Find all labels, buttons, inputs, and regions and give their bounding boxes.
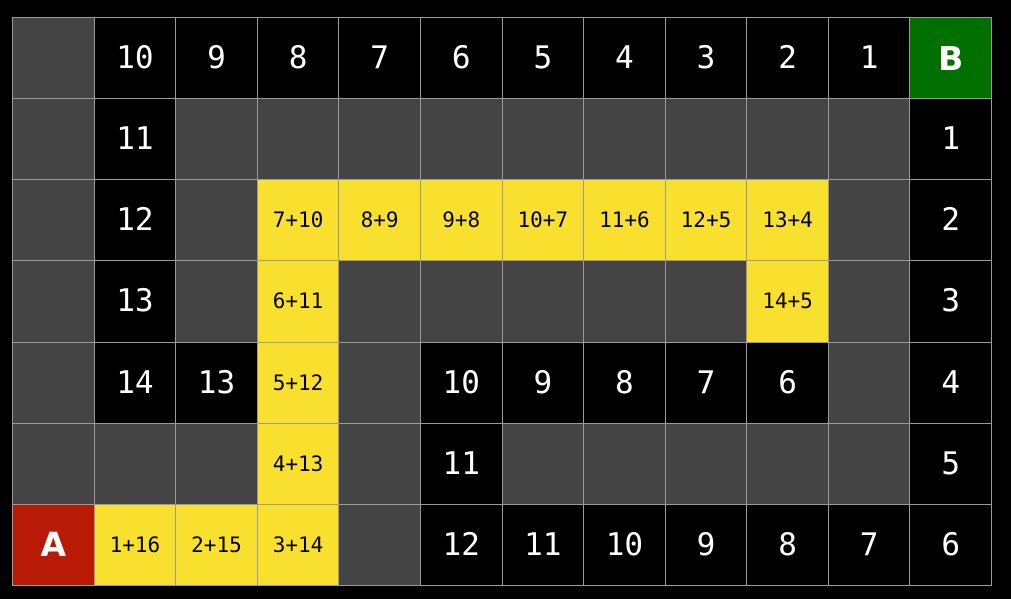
wall-cell — [828, 342, 911, 424]
open-cell: 1 — [910, 99, 992, 181]
path-cell: 8+9 — [339, 180, 421, 262]
open-cell: 6 — [420, 18, 503, 100]
wall-cell — [13, 99, 95, 181]
open-cell: 7 — [665, 342, 748, 424]
open-cell: 2 — [747, 18, 829, 100]
open-cell: 4 — [584, 18, 666, 100]
open-cell: 8 — [257, 18, 340, 100]
path-cell: 11+6 — [584, 180, 666, 262]
wall-cell — [339, 342, 421, 424]
open-cell: 12 — [420, 504, 503, 586]
open-cell: 4 — [910, 342, 992, 424]
wall-cell — [420, 99, 503, 181]
open-cell: 3 — [910, 261, 992, 343]
open-cell: 8 — [747, 504, 829, 586]
wall-cell — [502, 261, 585, 343]
open-cell: 13 — [94, 261, 177, 343]
open-cell: 9 — [665, 504, 748, 586]
wall-cell — [747, 99, 829, 181]
open-cell: 9 — [502, 342, 585, 424]
open-cell: 14 — [94, 342, 177, 424]
open-cell: 7 — [339, 18, 421, 100]
goal-cell-b: B — [910, 18, 992, 100]
wall-cell — [13, 423, 95, 505]
open-cell: 7 — [828, 504, 911, 586]
wall-cell — [828, 423, 911, 505]
wall-cell — [502, 99, 585, 181]
wall-cell — [176, 99, 258, 181]
open-cell: 11 — [502, 504, 585, 586]
wall-cell — [339, 99, 421, 181]
wall-cell — [828, 261, 911, 343]
open-cell: 5 — [910, 423, 992, 505]
path-cell: 3+14 — [257, 504, 340, 586]
wall-cell — [176, 423, 258, 505]
wall-cell — [13, 261, 95, 343]
wall-cell — [339, 504, 421, 586]
start-cell-a: A — [13, 504, 95, 586]
open-cell: 11 — [94, 99, 177, 181]
path-cell: 4+13 — [257, 423, 340, 505]
path-cell: 9+8 — [420, 180, 503, 262]
maze-grid: 10 9 8 7 6 5 4 3 2 1 B 11 1 12 7+10 8+9 9+8 10+7 11+6 12+5 1… — [12, 17, 992, 586]
wall-cell — [584, 99, 666, 181]
path-cell: 10+7 — [502, 180, 585, 262]
open-cell: 6 — [910, 504, 992, 586]
open-cell: 3 — [665, 18, 748, 100]
wall-cell — [665, 423, 748, 505]
wall-cell — [420, 261, 503, 343]
open-cell: 1 — [828, 18, 911, 100]
wall-cell — [339, 423, 421, 505]
open-cell: 8 — [584, 342, 666, 424]
open-cell: 6 — [747, 342, 829, 424]
path-cell: 2+15 — [176, 504, 258, 586]
path-cell: 12+5 — [665, 180, 748, 262]
wall-cell — [665, 99, 748, 181]
wall-cell — [13, 18, 95, 100]
path-cell: 13+4 — [747, 180, 829, 262]
wall-cell — [176, 180, 258, 262]
path-cell: 5+12 — [257, 342, 340, 424]
wall-cell — [13, 180, 95, 262]
wall-cell — [339, 261, 421, 343]
open-cell: 10 — [420, 342, 503, 424]
open-cell: 11 — [420, 423, 503, 505]
wall-cell — [828, 180, 911, 262]
open-cell: 5 — [502, 18, 585, 100]
open-cell: 10 — [584, 504, 666, 586]
open-cell: 13 — [176, 342, 258, 424]
path-cell: 6+11 — [257, 261, 340, 343]
open-cell: 2 — [910, 180, 992, 262]
wall-cell — [584, 261, 666, 343]
wall-cell — [176, 261, 258, 343]
wall-cell — [584, 423, 666, 505]
path-cell: 14+5 — [747, 261, 829, 343]
open-cell: 10 — [94, 18, 177, 100]
wall-cell — [13, 342, 95, 424]
open-cell: 12 — [94, 180, 177, 262]
open-cell: 9 — [176, 18, 258, 100]
wall-cell — [257, 99, 340, 181]
wall-cell — [94, 423, 177, 505]
wall-cell — [665, 261, 748, 343]
wall-cell — [747, 423, 829, 505]
path-cell: 7+10 — [257, 180, 340, 262]
wall-cell — [502, 423, 585, 505]
wall-cell — [828, 99, 911, 181]
path-cell: 1+16 — [94, 504, 177, 586]
